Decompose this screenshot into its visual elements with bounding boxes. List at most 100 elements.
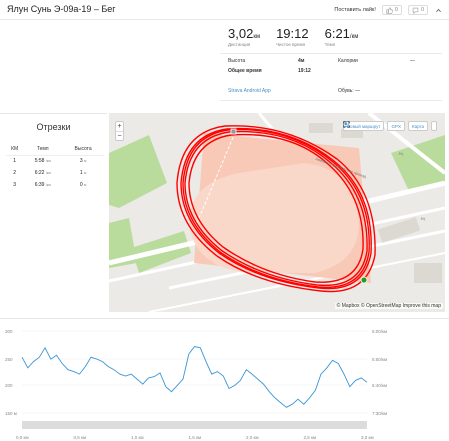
splits-panel: Отрезки КМ Темп Высота 1 5:58 /км 3 м 2 … [0,113,107,313]
y-right-tick-label: 5:00/км [372,329,387,334]
split-pace: 6:22 /км [23,167,62,179]
map-toolbar: Новый маршрут GPX Карта [342,121,437,131]
end-marker [360,276,368,284]
distance-value: 3,02 [228,26,254,41]
map-type-label: Карта [411,123,424,129]
y-right-tick-label: 7:30/км [372,411,387,416]
elapsed-label: Общее время [228,68,262,74]
x-tick-label: 0,0 км [16,435,29,440]
elevation-label: Высота [228,58,246,64]
gpx-label: GPX [391,123,401,129]
moving-time-value: 19:12 [276,26,309,41]
moving-time-stat: 19:12 Чистое время [276,26,309,47]
y-left-tick-label: 200 [5,383,13,388]
comments-count: 0 [420,7,424,13]
split-km: 1 [13,158,16,165]
x-tick-label: 2,5 км [304,435,317,440]
fullscreen-icon [343,121,350,128]
map-canvas[interactable] [109,113,445,312]
split-pace-unit: /км [45,183,51,187]
building [414,263,442,283]
zoom-control: + − [115,121,124,141]
shoes-info: Обувь: — [338,88,361,94]
elevation-value: 4м [298,58,305,64]
elapsed-value: 19:12 [298,68,311,74]
split-pace: 6:39 /км [23,179,62,191]
road [148,252,445,312]
pace-value: 6:21 [324,26,350,41]
y-left-tick-label: 300 [5,329,13,334]
divider [220,53,442,54]
splits-header-elev: Высота [62,144,104,156]
route-map[interactable]: Авиаконструкторская проезд ул. ул. + − Н… [109,113,445,312]
y-right-tick-label: 6:40/км [372,383,387,388]
device-link[interactable]: Strava Android App [228,88,271,94]
moving-time-label: Чистое время [276,42,306,47]
zoom-out-button[interactable]: − [116,131,123,140]
split-elev-value: 0 [79,182,83,188]
split-pace-value: 6:39 [34,182,45,188]
split-pace: 5:58 /км [23,155,62,167]
split-elev: 3 м [62,155,104,167]
activity-title: Ялун Сунь Э-09а-19 – Бег [7,4,116,14]
distance-unit: км [253,34,261,40]
split-elev: 0 м [62,179,104,191]
activity-header: Ялун Сунь Э-09а-19 – Бег Поставить лайк!… [0,0,449,20]
caret-down-icon [343,122,347,125]
pace-stat: 6:21/км Темп [325,26,359,47]
splits-header-km: КМ [6,144,24,156]
building [377,217,421,243]
chart-canvas[interactable]: 300 250 200 150 м 5:00/км 5:50/км 6:40/км 7:30/… [0,319,449,441]
split-km: 3 [13,182,16,188]
building [341,129,363,138]
calories-value: — [410,58,415,64]
new-route-label: Новый маршрут [346,123,381,129]
building [309,123,333,133]
split-elev-unit: м [83,183,87,187]
y-left-tick-label: 250 [5,357,13,362]
table-row: 3 6:39 /км 0 м [6,179,104,191]
split-elev-unit: м [83,159,87,164]
split-elev-value: 3 [79,158,83,165]
distance-label: Дистанция [228,42,251,47]
collapse-button[interactable] [434,6,443,15]
splits-table: КМ Темп Высота 1 5:58 /км 3 м 2 6:22 /км… [6,144,104,191]
park-area [391,135,445,191]
map-type-dropdown[interactable]: Карта [343,121,428,131]
comments-button[interactable]: 0 [407,5,428,15]
table-row: 1 5:58 /км 3 м [6,155,104,167]
y-right-tick-label: 5:50/км [372,357,387,362]
kudos-button[interactable]: 0 [381,5,402,15]
split-pace-value: 5:58 [34,158,45,165]
x-tick-label: 2,0 км [246,435,259,440]
park-area [109,135,167,208]
split-pace-unit: /км [45,171,51,175]
elevation-pace-chart[interactable]: 300 250 200 150 м 5:00/км 5:50/км 6:40/км 7:30/… [0,318,449,441]
splits-title: Отрезки [36,122,71,132]
start-marker [230,128,237,135]
pace-unit: /км [349,34,359,40]
kudos-count: 0 [394,7,398,13]
splits-header-pace: Темп [23,144,63,156]
zoom-in-button[interactable]: + [117,123,122,130]
gpx-button[interactable]: GPX [343,121,405,131]
pace-label: Темп [324,42,336,47]
map-attribution[interactable]: © Mapbox © OpenStreetMap Improve this ma… [334,303,443,309]
split-elev-unit: м [83,171,87,175]
split-pace-value: 6:22 [34,170,45,176]
split-elev-value: 1 [79,170,83,176]
field [189,163,359,273]
split-km: 2 [13,170,16,176]
header-actions: Поставить лайк! 0 0 [334,5,443,15]
fullscreen-button[interactable] [343,121,437,131]
x-tick-label: 0,5 км [74,435,87,440]
table-row: 2 6:22 /км 1 м [6,167,104,179]
primary-stats: 3,02км Дистанция 19:12 Чистое время 6:21… [228,26,358,47]
x-tick-label: 3,0 км [361,435,374,440]
divider [220,100,442,101]
dashed-path [196,127,238,224]
distance-stat: 3,02км Дистанция [228,26,260,47]
route-track [176,125,376,293]
comment-icon [412,7,419,14]
split-pace-unit: /км [45,159,51,164]
